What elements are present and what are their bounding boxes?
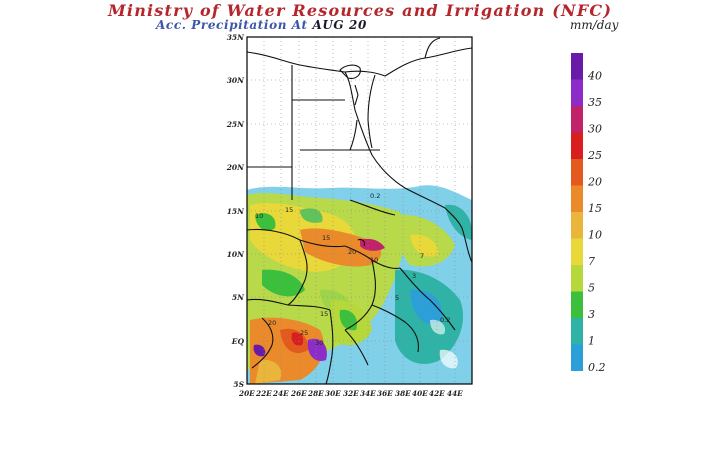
colorbar-label: 5 bbox=[588, 282, 595, 295]
lat-label: 35N bbox=[227, 33, 245, 42]
colorbar-swatch bbox=[571, 238, 583, 265]
colorbar-label: 7 bbox=[588, 255, 595, 268]
lon-label: 30E bbox=[325, 389, 341, 398]
colorbar-label: 35 bbox=[588, 96, 602, 109]
lat-label: 10N bbox=[227, 250, 245, 259]
colorbar-swatch bbox=[571, 318, 583, 345]
colorbar-swatch bbox=[571, 106, 583, 133]
longitude-labels: 20E 22E 24E 26E 28E 30E 32E 34E 36E 38E … bbox=[238, 389, 463, 398]
latitude-labels: 35N 30N 25N 20N 15N 10N 5N EQ 5S bbox=[226, 33, 245, 389]
contour-label: 15 bbox=[320, 310, 328, 318]
colorbar-swatch bbox=[571, 291, 583, 318]
colorbar-label: 20 bbox=[587, 176, 602, 189]
lat-label: 15N bbox=[227, 207, 245, 216]
lat-label: 5S bbox=[233, 380, 244, 389]
colorbar-label: 0.2 bbox=[588, 361, 606, 374]
lon-label: 20E bbox=[238, 389, 255, 398]
colorbar-label: 25 bbox=[587, 149, 602, 162]
lat-label: EQ bbox=[231, 337, 245, 346]
lon-label: 42E bbox=[429, 389, 445, 398]
lat-label: 25N bbox=[226, 120, 245, 129]
colorbar-label: 10 bbox=[588, 229, 602, 242]
contour-label: 10 bbox=[255, 212, 263, 220]
contour-label: 15 bbox=[322, 234, 330, 242]
contour-label: 0.2 bbox=[370, 192, 380, 200]
contour-label: 20 bbox=[268, 319, 276, 327]
lon-label: 34E bbox=[360, 389, 376, 398]
contour-label: 3 bbox=[412, 272, 416, 280]
lat-label: 20N bbox=[226, 163, 245, 172]
lon-label: 24E bbox=[272, 389, 289, 398]
subtitle-prefix: Acc. Precipitation At bbox=[156, 18, 308, 32]
colorbar-swatch bbox=[571, 132, 583, 159]
contour-labels: 10 15 15 20 10 20 25 30 0.2 0.2 5 7 15 3 bbox=[255, 192, 450, 347]
contour-label: 25 bbox=[300, 329, 308, 337]
lat-label: 30N bbox=[227, 76, 245, 85]
map-subtitle: Acc. Precipitation At AUG 20 bbox=[156, 18, 367, 32]
colorbar-swatch bbox=[571, 185, 583, 212]
colorbar-swatch bbox=[571, 53, 583, 80]
lat-label: 5N bbox=[232, 293, 245, 302]
colorbar-swatch bbox=[571, 79, 583, 106]
lon-label: 22E bbox=[255, 389, 272, 398]
colorbar-label: 30 bbox=[588, 123, 602, 136]
colorbar-swatch bbox=[571, 212, 583, 239]
contour-label: 5 bbox=[395, 294, 399, 302]
colorbar: 40 35 30 25 20 15 10 7 5 3 1 0.2 bbox=[571, 53, 606, 374]
map-frame bbox=[246, 36, 473, 385]
contour-label: 20 bbox=[348, 248, 356, 256]
lon-label: 36E bbox=[377, 389, 393, 398]
units-label: mm/day bbox=[570, 18, 619, 32]
colorbar-label: 1 bbox=[588, 335, 595, 348]
colorbar-label: 40 bbox=[587, 70, 602, 83]
contour-label: 10 bbox=[370, 256, 378, 264]
contour-label: 15 bbox=[285, 206, 293, 214]
contour-label: 0.2 bbox=[440, 316, 450, 324]
country-borders bbox=[247, 37, 472, 384]
colorbar-swatch bbox=[571, 265, 583, 292]
lon-label: 26E bbox=[290, 389, 307, 398]
lon-label: 40E bbox=[412, 389, 428, 398]
colorbar-label: 15 bbox=[588, 202, 602, 215]
lon-label: 44E bbox=[447, 389, 463, 398]
lon-label: 32E bbox=[343, 389, 359, 398]
nile-delta bbox=[339, 64, 366, 247]
lon-label: 38E bbox=[395, 389, 411, 398]
lon-label: 28E bbox=[307, 389, 324, 398]
contour-label: 7 bbox=[420, 252, 424, 260]
subtitle-date: AUG 20 bbox=[312, 18, 367, 32]
colorbar-label: 3 bbox=[588, 308, 595, 321]
colorbar-swatch bbox=[571, 159, 583, 186]
contour-label: 30 bbox=[315, 339, 323, 347]
map-title: Ministry of Water Resources and Irrigati… bbox=[108, 1, 613, 20]
colorbar-swatch bbox=[571, 344, 583, 371]
